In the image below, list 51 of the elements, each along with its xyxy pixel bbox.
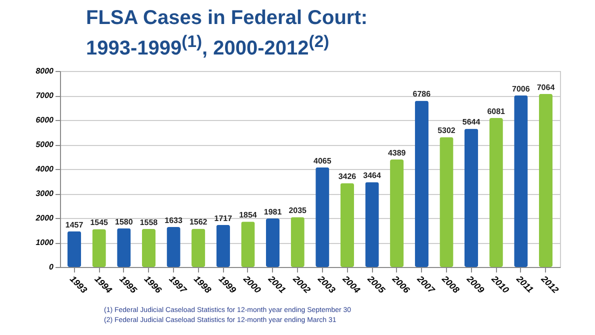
data-label: 2035 (288, 206, 308, 216)
data-label: 1545 (90, 218, 109, 228)
x-tick-label: 1997 (167, 274, 190, 296)
data-label: 4389 (388, 148, 406, 158)
data-label: 1633 (164, 216, 183, 225)
data-label: 1717 (214, 214, 233, 223)
data-label: 1558 (140, 218, 158, 227)
bar (241, 222, 255, 267)
data-label: 3464 (363, 171, 382, 180)
bar (67, 231, 82, 267)
y-tick-label: 0 (49, 262, 54, 272)
bar (538, 94, 553, 267)
data-label: 4065 (314, 156, 332, 166)
bar (166, 226, 180, 267)
y-tick-label: 3000 (36, 189, 54, 198)
data-label: 3426 (338, 172, 357, 182)
y-tick-label: 1000 (36, 238, 54, 247)
chart-title: FLSA Cases in Federal Court: 1993-1999$^{(1)}$, 2000-2012$^{(2)}$ (86, 6, 369, 61)
data-label: 7064 (536, 82, 556, 92)
bar (192, 228, 206, 267)
bar (290, 217, 304, 267)
bar (92, 229, 106, 267)
bar (216, 224, 230, 267)
y-tick-label: 6000 (36, 116, 54, 124)
bar (464, 128, 478, 267)
bar (117, 228, 131, 267)
data-label: 1562 (189, 218, 208, 227)
bar (489, 118, 503, 267)
data-label: 5302 (438, 126, 456, 136)
y-tick-label: 4000 (34, 164, 54, 174)
y-tick-label: 2000 (34, 214, 54, 222)
data-label: 1854 (239, 210, 258, 220)
data-label: 6081 (487, 107, 506, 116)
bar (440, 137, 454, 267)
y-tick-label: 7000 (36, 91, 54, 100)
bar (365, 182, 379, 267)
data-label: 1580 (114, 217, 134, 226)
data-label: 1981 (264, 207, 282, 216)
bar (514, 95, 528, 267)
bar (340, 183, 354, 267)
data-label: 5644 (462, 118, 481, 127)
bar (414, 100, 428, 267)
bar (316, 167, 330, 267)
data-label: 1457 (65, 220, 84, 230)
bar (266, 218, 280, 267)
y-tick-label: 5000 (36, 140, 54, 149)
bar (142, 228, 156, 267)
data-label: 6786 (412, 90, 432, 99)
bar (390, 159, 404, 267)
data-label: 7006 (512, 84, 530, 94)
y-tick-label: 8000 (36, 66, 54, 76)
